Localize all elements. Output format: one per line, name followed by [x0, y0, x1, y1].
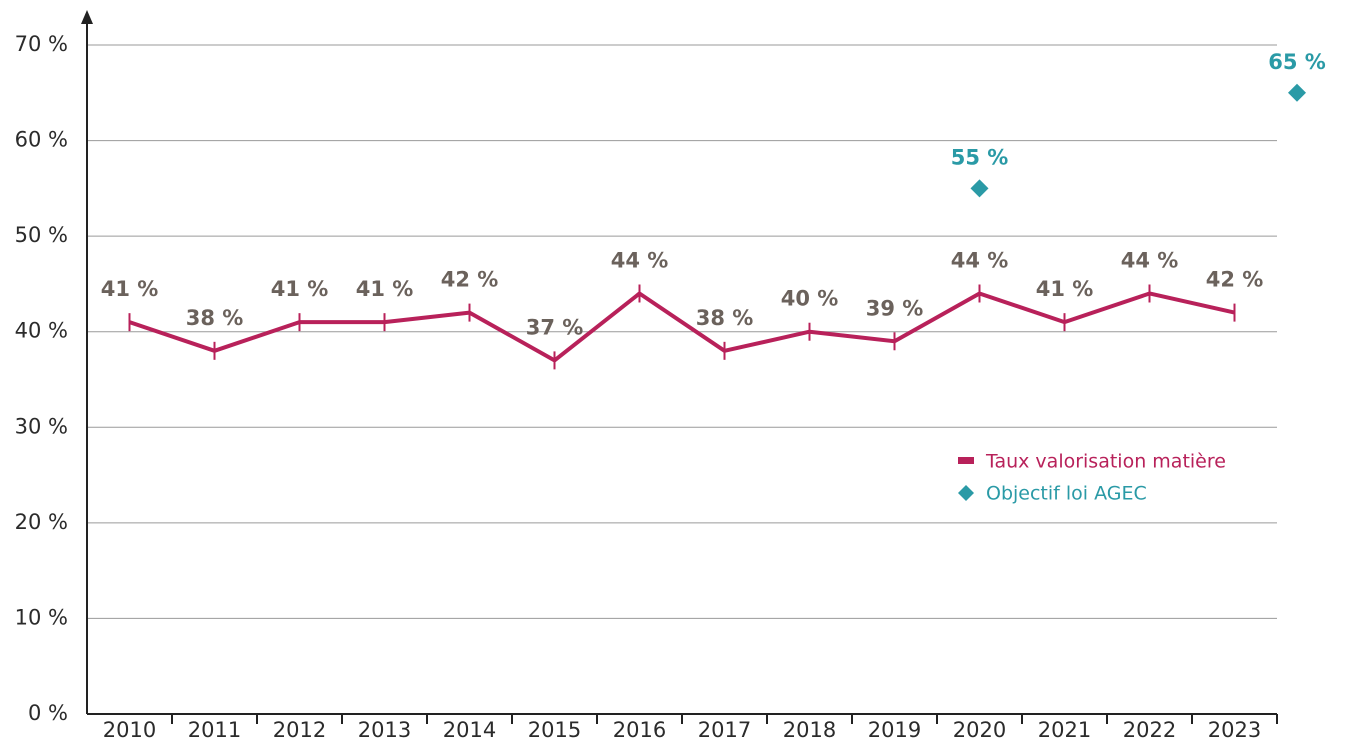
data-label: 42 % [441, 268, 499, 292]
data-label: 41 % [101, 277, 159, 301]
x-tick-label: 2023 [1208, 718, 1261, 742]
x-tick-label: 2020 [953, 718, 1006, 742]
x-tick-label: 2018 [783, 718, 836, 742]
x-tick-label: 2015 [528, 718, 581, 742]
data-label: 38 % [696, 306, 754, 330]
x-tick-label: 2011 [188, 718, 241, 742]
data-label: 41 % [356, 277, 414, 301]
y-tick-label: 30 % [15, 414, 68, 438]
x-tick-label: 2016 [613, 718, 666, 742]
y-tick-label: 40 % [15, 319, 68, 343]
y-tick-label: 0 % [28, 701, 68, 725]
data-label: 44 % [611, 248, 669, 272]
y-tick-label: 70 % [15, 32, 68, 56]
data-label: 44 % [951, 248, 1009, 272]
x-tick-label: 2017 [698, 718, 751, 742]
data-label: 65 % [1268, 50, 1326, 74]
y-tick-label: 60 % [15, 128, 68, 152]
data-label: 39 % [866, 296, 924, 320]
data-label: 42 % [1206, 268, 1264, 292]
x-tick-label: 2019 [868, 718, 921, 742]
data-label: 38 % [186, 306, 244, 330]
line-series [128, 291, 1235, 363]
data-label: 41 % [271, 277, 329, 301]
y-axis-arrow [81, 10, 93, 24]
diamond-marker [970, 179, 989, 198]
y-tick-label: 20 % [15, 510, 68, 534]
data-label: 44 % [1121, 248, 1179, 272]
legend: Taux valorisation matière Objectif loi A… [958, 451, 1226, 505]
x-tick-label: 2021 [1038, 718, 1091, 742]
x-tick-label: 2013 [358, 718, 411, 742]
data-label: 37 % [526, 315, 584, 339]
legend-swatch [958, 485, 974, 501]
data-label: 40 % [781, 287, 839, 311]
x-tick-label: 2012 [273, 718, 326, 742]
legend-swatch [958, 457, 974, 464]
data-label: 41 % [1036, 277, 1094, 301]
diamond-marker [1288, 83, 1306, 102]
x-tick-label: 2010 [103, 718, 156, 742]
data-label: 55 % [951, 145, 1009, 169]
legend-label: Taux valorisation matière [985, 451, 1226, 473]
x-tick-label: 2022 [1123, 718, 1176, 742]
y-tick-label: 50 % [15, 223, 68, 247]
y-tick-label: 10 % [15, 605, 68, 629]
x-tick-label: 2014 [443, 718, 496, 742]
legend-label: Objectif loi AGEC [986, 483, 1147, 505]
